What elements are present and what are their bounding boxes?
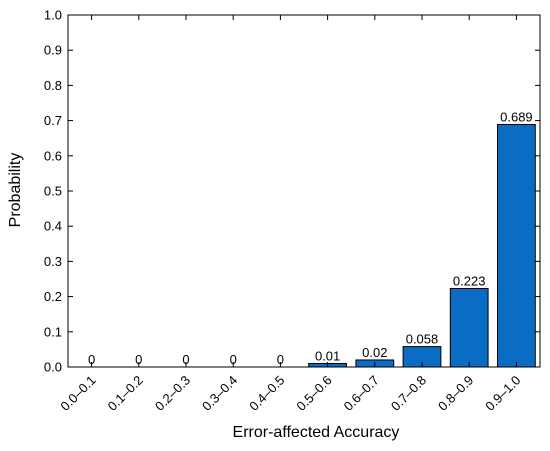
data-label: 0.689 bbox=[500, 109, 533, 124]
x-tick-label: 0.9–1.0 bbox=[482, 373, 523, 414]
y-tick-label: 0.8 bbox=[44, 78, 62, 93]
y-tick-label: 0.6 bbox=[44, 148, 62, 163]
x-tick-label: 0.3–0.4 bbox=[199, 373, 240, 414]
x-tick-label: 0.1–0.2 bbox=[105, 373, 146, 414]
x-tick-label: 0.4–0.5 bbox=[246, 373, 287, 414]
data-label: 0 bbox=[277, 352, 284, 367]
data-label: 0.223 bbox=[453, 274, 486, 289]
bar bbox=[449, 288, 489, 368]
data-label: 0.02 bbox=[362, 345, 387, 360]
x-tick-label: 0.7–0.8 bbox=[388, 373, 429, 414]
y-tick-label: 0.7 bbox=[44, 113, 62, 128]
data-label: 0 bbox=[88, 352, 95, 367]
y-tick-label: 0.0 bbox=[44, 360, 62, 375]
x-tick-label: 0.8–0.9 bbox=[435, 373, 476, 414]
bar bbox=[497, 123, 536, 368]
y-tick-label: 0.1 bbox=[44, 324, 62, 339]
x-tick-label: 0.6–0.7 bbox=[341, 373, 382, 414]
data-label: 0.01 bbox=[315, 348, 340, 363]
x-tick-label: 0.2–0.3 bbox=[152, 373, 193, 414]
x-tick-label: 0.0–0.1 bbox=[57, 373, 98, 414]
x-tick-label: 0.5–0.6 bbox=[293, 373, 334, 414]
data-label: 0 bbox=[230, 352, 237, 367]
data-label: 0 bbox=[135, 352, 142, 367]
y-axis-title: Probability bbox=[7, 153, 24, 228]
plot-area: 0.0 0.1 0.2 0.3 0.4 0.5 0.6 0.7 0.8 0.9 1.0 0 0.0–0.… bbox=[44, 8, 541, 414]
y-tick-label: 0.9 bbox=[44, 43, 62, 58]
data-label: 0 bbox=[182, 352, 189, 367]
y-tick-label: 0.2 bbox=[44, 289, 62, 304]
y-tick-label: 0.3 bbox=[44, 254, 62, 269]
y-tick-label: 0.4 bbox=[44, 219, 62, 234]
y-tick-label: 1.0 bbox=[44, 8, 62, 23]
data-label: 0.058 bbox=[406, 332, 439, 347]
y-tick-label: 0.5 bbox=[44, 184, 62, 199]
x-axis-title: Error-affected Accuracy bbox=[233, 424, 400, 441]
